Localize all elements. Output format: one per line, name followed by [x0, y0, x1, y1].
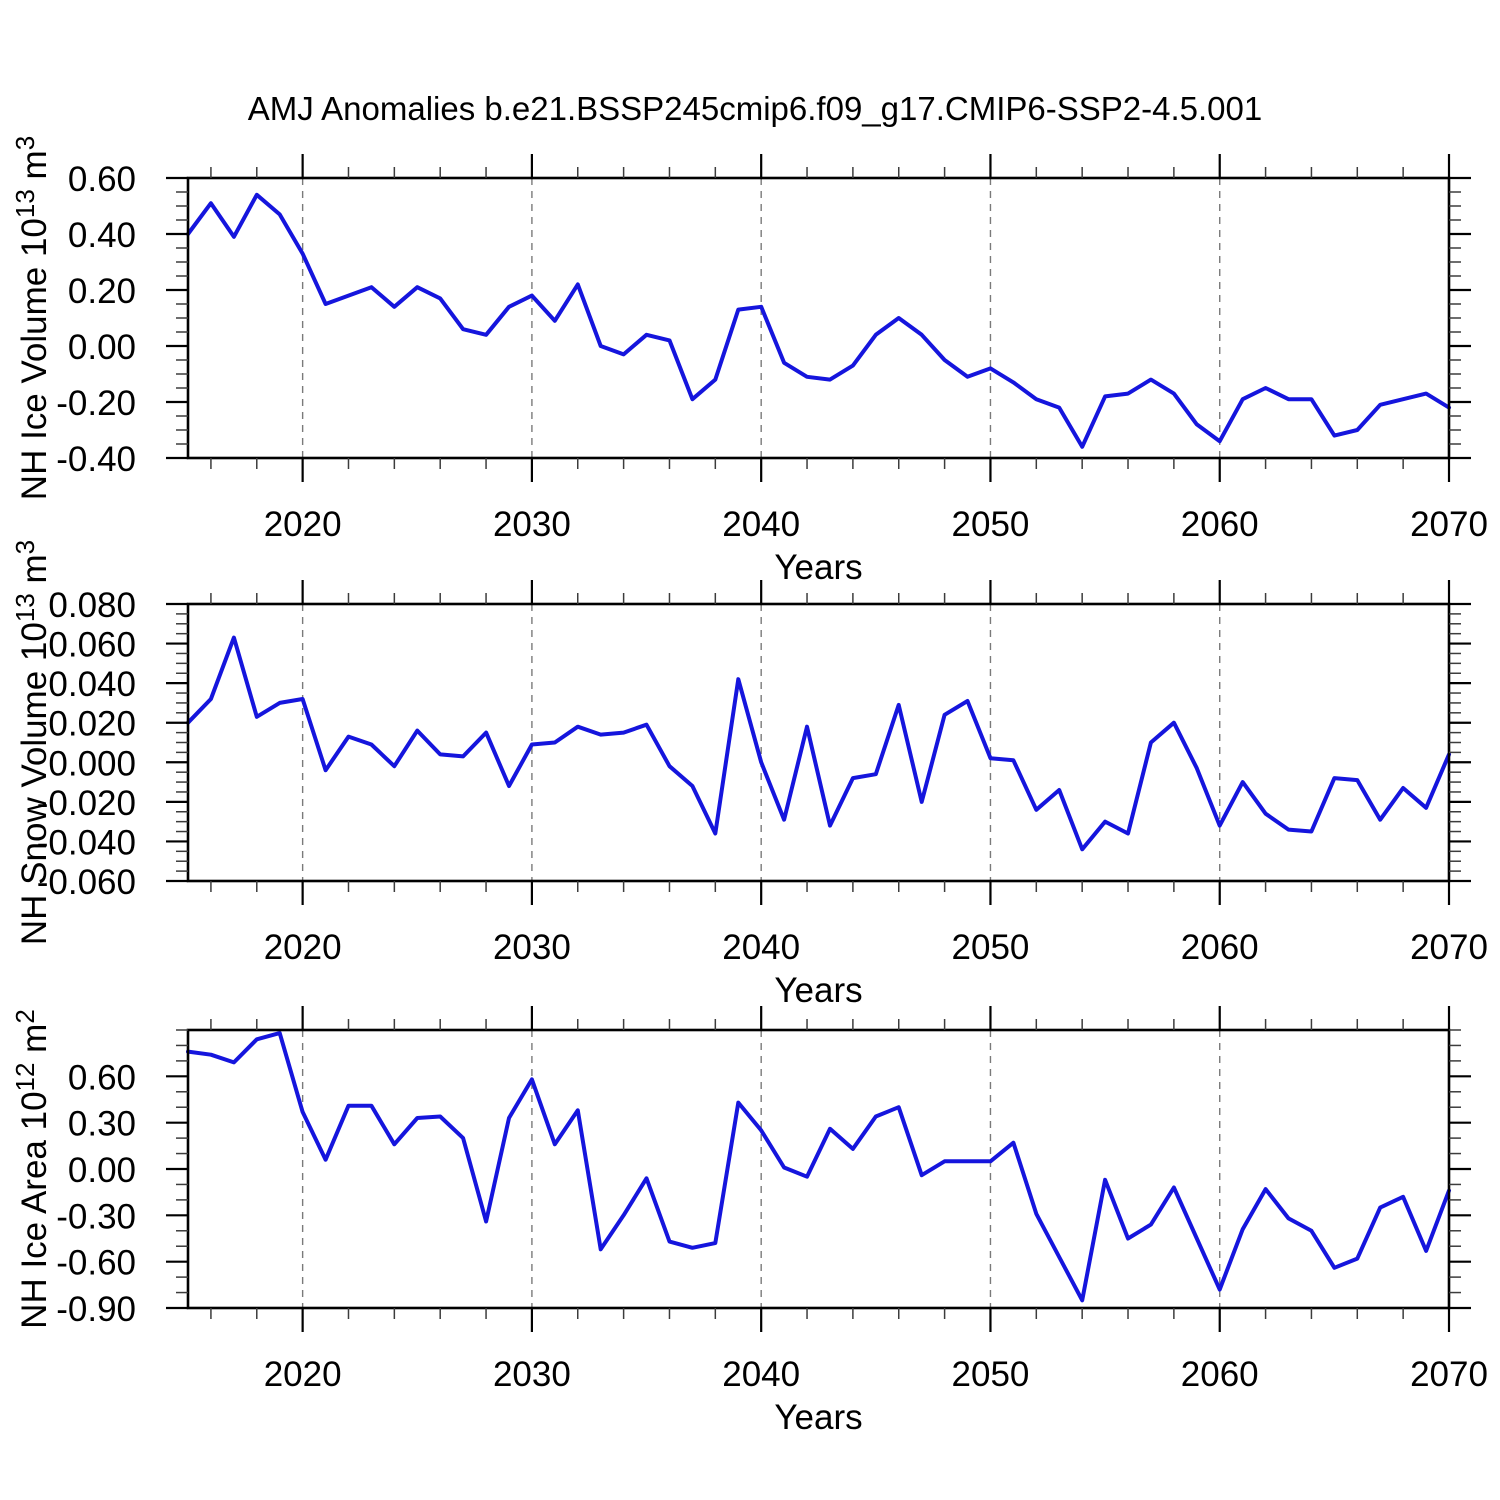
- plot-frame: [186, 1028, 1451, 1310]
- y-tick-label: 0.040: [48, 665, 136, 704]
- y-tick-label: -0.60: [56, 1244, 136, 1283]
- y-tick-label: 0.60: [68, 1058, 136, 1097]
- x-axis-label: Years: [774, 548, 862, 587]
- chart-nh-snow-volume: 2020 2030 2040 2050 2060 20700.0800.0600.0400…: [10, 540, 1488, 1010]
- x-tick-label: 2060: [1181, 1355, 1259, 1394]
- y-tick-label: 0.30: [68, 1105, 136, 1144]
- y-tick-label: 0.080: [48, 586, 136, 625]
- x-tick-label: 2020: [264, 928, 342, 967]
- y-tick-label: -0.20: [56, 384, 136, 423]
- x-tick-label: 2030: [493, 505, 571, 544]
- y-tick-label: -0.060: [37, 863, 136, 902]
- chart-nh-ice-area: 2020 2030 2040 2050 2060 2070 0.60 0.30 0.00 -0.3…: [10, 1006, 1488, 1437]
- y-tick-label: 0.00: [68, 1151, 136, 1190]
- x-tick-label: 2050: [952, 505, 1030, 544]
- y-tick-label: 0.60: [68, 160, 136, 199]
- y-tick-label: -0.020: [37, 784, 136, 823]
- ticks: [166, 154, 1471, 482]
- ticks: [166, 1006, 1471, 1332]
- series-line: [186, 635, 1451, 852]
- x-tick-label: 2030: [493, 928, 571, 967]
- x-tick-label: 2060: [1181, 928, 1259, 967]
- y-tick-label: 0.060: [48, 626, 136, 665]
- x-tick-label: 2040: [722, 1355, 800, 1394]
- y-tick-label: 0.20: [68, 272, 136, 311]
- x-tick-label: 2040: [722, 928, 800, 967]
- x-axis-label: Years: [774, 971, 862, 1010]
- y-tick-label: 0.40: [68, 216, 136, 255]
- y-tick-label: 0.020: [48, 705, 136, 744]
- series-line: [186, 192, 1451, 449]
- y-tick-label: 0.000: [48, 744, 136, 783]
- y-axis-label: NH Snow Volume 1013 m3: [10, 540, 54, 945]
- x-tick-label: 2020: [264, 505, 342, 544]
- x-tick-label: 2070: [1410, 1355, 1488, 1394]
- y-tick-label: -0.040: [37, 823, 136, 862]
- plot-frame: [186, 602, 1451, 883]
- x-tick-label: 2040: [722, 505, 800, 544]
- x-tick-label: 2070: [1410, 505, 1488, 544]
- series-line: [186, 1031, 1451, 1303]
- figure-title: AMJ Anomalies b.e21.BSSP245cmip6.f09_g17…: [247, 90, 1263, 127]
- plot-frame: [186, 176, 1451, 460]
- y-tick-label: 0.00: [68, 328, 136, 367]
- x-tick-label: 2020: [264, 1355, 342, 1394]
- x-tick-label: 2050: [952, 1355, 1030, 1394]
- x-tick-label: 2050: [952, 928, 1030, 967]
- x-tick-label: 2070: [1410, 928, 1488, 967]
- x-axis-label: Years: [774, 1398, 862, 1437]
- y-axis-label: NH Ice Volume 1013 m3: [10, 136, 54, 500]
- x-tick-label: 2060: [1181, 505, 1259, 544]
- ticks: [166, 580, 1471, 905]
- x-tick-label: 2030: [493, 1355, 571, 1394]
- chart-nh-ice-volume: 2020 2030 2040 2050 2060 2070 0.60 0.40 0.20 0.00…: [10, 136, 1488, 587]
- y-tick-label: -0.40: [56, 440, 136, 479]
- y-tick-label: -0.30: [56, 1197, 136, 1236]
- y-axis-label: NH Ice Area 1012 m2: [10, 1009, 54, 1329]
- y-tick-label: -0.90: [56, 1290, 136, 1329]
